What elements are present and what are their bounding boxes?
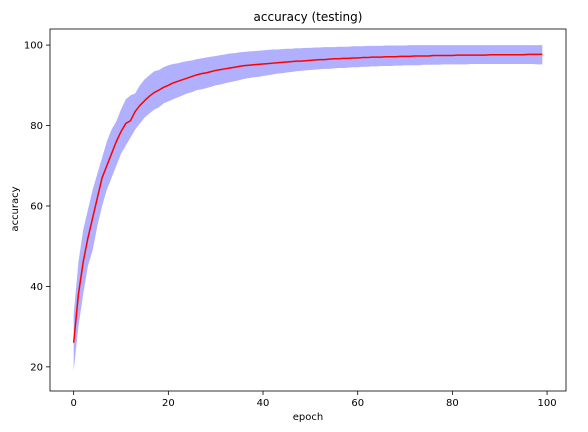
y-axis-label: accuracy (10, 186, 21, 231)
y-tick-label: 40 (30, 282, 43, 293)
chart-title: accuracy (testing) (254, 10, 363, 24)
y-tick-label: 80 (30, 121, 43, 132)
x-axis-label: epoch (293, 412, 323, 423)
x-tick-label: 60 (351, 398, 364, 409)
y-tick-label: 60 (30, 201, 43, 212)
mean-line (72, 53, 543, 343)
y-tick-label: 20 (30, 362, 43, 373)
x-tick-label: 100 (538, 398, 557, 409)
x-tick-label: 0 (70, 398, 76, 409)
x-tick-label: 80 (446, 398, 459, 409)
plot-area: 0 20 40 60 80 100 20 40 60 80 100 (24, 28, 567, 409)
x-tick-label: 20 (162, 398, 175, 409)
y-tick-label: 100 (24, 41, 43, 52)
x-tick-label: 40 (257, 398, 270, 409)
axes-frame (49, 28, 567, 392)
